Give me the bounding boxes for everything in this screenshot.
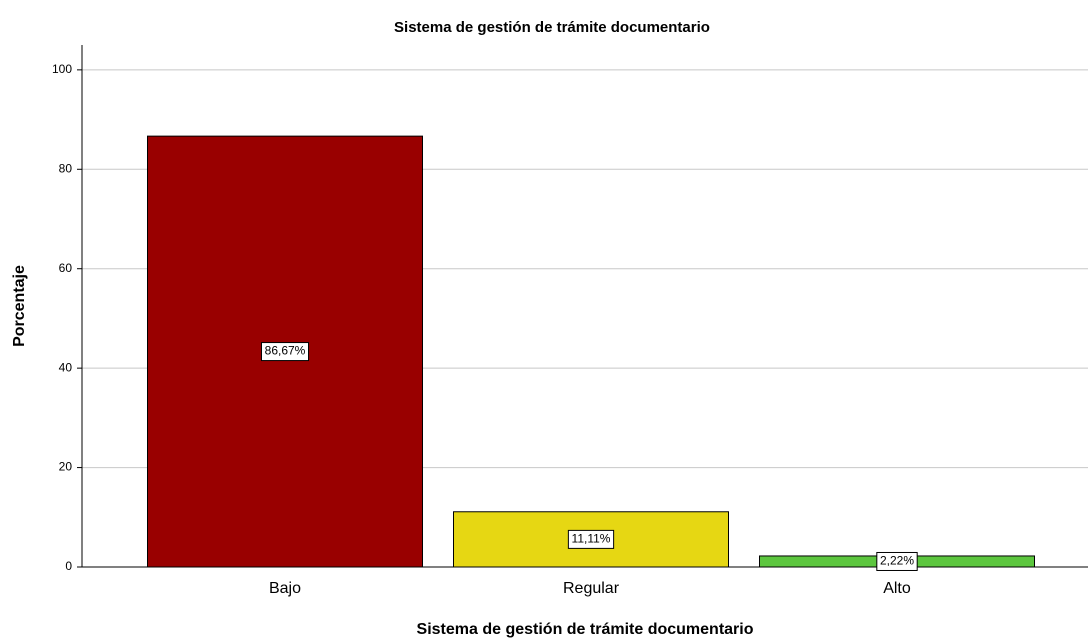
x-axis-title: Sistema de gestión de trámite documentar…: [417, 621, 754, 638]
y-tick-label: 0: [65, 559, 72, 573]
y-tick-label: 20: [59, 460, 73, 474]
x-tick-label: Alto: [883, 580, 911, 597]
x-tick-label: Regular: [563, 580, 620, 597]
value-label-box: [876, 551, 918, 571]
value-label: 11,11%: [572, 532, 611, 546]
value-label-box: [567, 529, 615, 549]
y-axis-title: Porcentaje: [11, 265, 28, 347]
value-label-box: [260, 342, 310, 362]
value-label: 2,22%: [880, 554, 914, 568]
y-tick-label: 40: [59, 360, 73, 374]
x-tick-label: Bajo: [269, 580, 301, 597]
y-tick-label: 80: [59, 161, 73, 175]
y-tick-label: 60: [59, 261, 73, 275]
y-tick-label: 100: [52, 62, 72, 76]
chart-title: Sistema de gestión de trámite documentar…: [394, 19, 710, 36]
value-label: 86,67%: [265, 344, 306, 358]
